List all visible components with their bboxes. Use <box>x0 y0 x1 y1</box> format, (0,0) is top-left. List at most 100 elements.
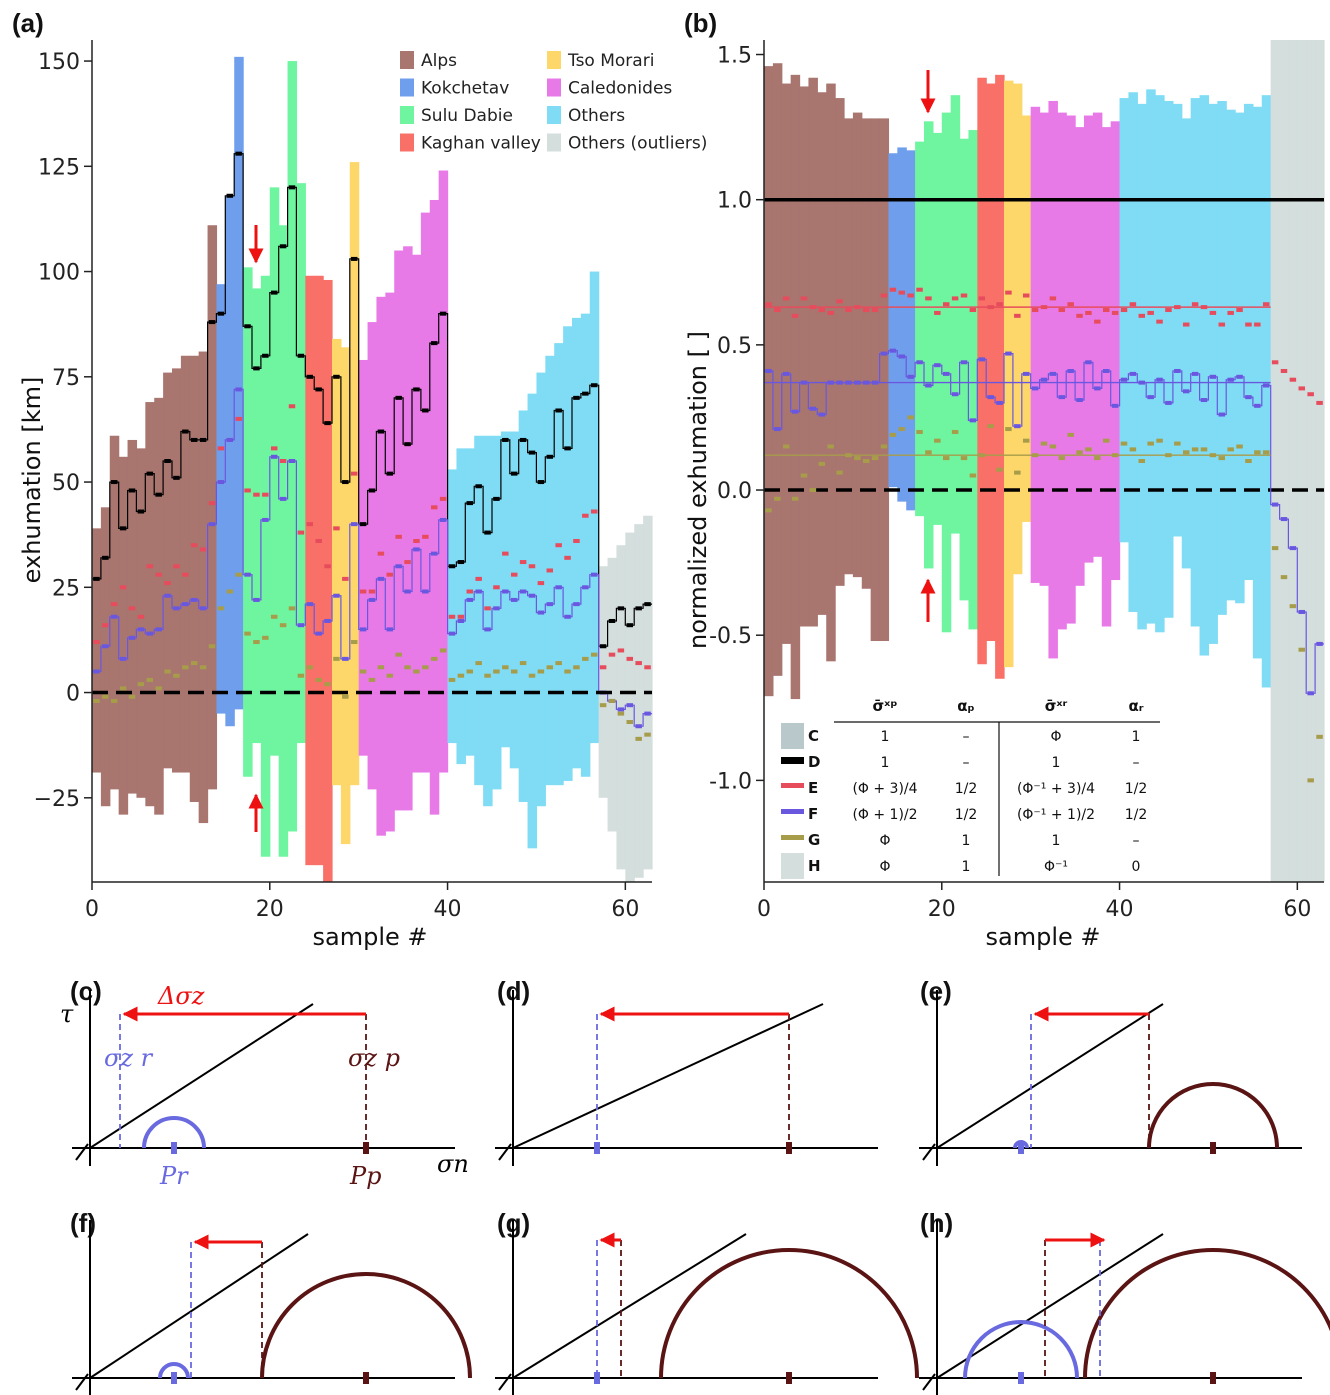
series-G-point <box>110 698 118 703</box>
series-E-point <box>765 302 772 307</box>
series-E-point <box>1316 400 1323 405</box>
series-E-point <box>1174 305 1181 310</box>
series-G-point <box>93 698 100 703</box>
series-F-point <box>871 380 879 385</box>
series-G-point <box>1191 447 1199 452</box>
series-G-point <box>765 508 772 513</box>
series-F-point <box>1165 400 1172 405</box>
series-G-point <box>146 677 154 682</box>
bar-others-outliers- <box>634 524 644 878</box>
table-cell: 0 <box>1132 859 1141 875</box>
series-F-point <box>448 631 456 636</box>
legend-label: Alps <box>421 51 457 71</box>
series-E-point <box>546 568 554 573</box>
bar-others <box>1172 103 1183 537</box>
bar-caledonides <box>1039 112 1050 586</box>
bar-kokchetav <box>234 56 244 710</box>
bar-kokchetav <box>888 153 898 488</box>
bar-others <box>483 435 493 807</box>
series-F-point <box>1280 517 1288 522</box>
series-F-point <box>262 517 269 522</box>
series-F-point <box>1236 374 1243 379</box>
series-E-point <box>1031 308 1039 313</box>
series-D-point <box>190 437 198 442</box>
series-G-point <box>1227 447 1234 452</box>
y-tick-label: 0.5 <box>717 334 752 359</box>
series-E-point <box>916 287 923 292</box>
bar-others <box>1190 98 1201 627</box>
bar-alps <box>92 528 102 773</box>
series-D-point <box>306 374 314 379</box>
series-F-point <box>1067 368 1074 373</box>
series-D-point <box>182 429 189 434</box>
table-row-id: C <box>808 727 819 745</box>
table-cell: – <box>1133 755 1140 771</box>
panel-b-series <box>764 197 1324 783</box>
failure-envelope <box>89 1003 314 1149</box>
pressure-marker <box>786 1372 792 1384</box>
panel-b-bars <box>764 40 1325 882</box>
series-F-point <box>342 656 349 661</box>
series-G-point <box>510 669 518 674</box>
y-tick-label: 0.0 <box>717 479 752 504</box>
series-F-point <box>862 380 870 385</box>
legend-label: Tso Morari <box>567 51 654 71</box>
bar-others <box>447 469 458 744</box>
series-E-point <box>377 551 385 556</box>
series-G-point <box>1236 444 1243 449</box>
series-G-point <box>845 453 852 458</box>
bar-kaghan-valley <box>977 77 987 665</box>
series-E-point <box>1156 319 1163 324</box>
bar-caledonides <box>412 254 422 773</box>
series-E-point <box>430 505 438 510</box>
series-E-point <box>386 572 394 577</box>
series-E-point <box>1067 302 1074 307</box>
legend-swatch <box>400 51 414 69</box>
series-G-point <box>925 450 932 455</box>
series-E-point <box>880 293 888 298</box>
legend-swatch <box>547 133 561 152</box>
series-D-point <box>386 471 394 476</box>
series-F-point <box>854 380 861 385</box>
series-D-point <box>244 324 251 329</box>
bar-alps <box>163 372 173 769</box>
bar-caledonides <box>394 250 404 811</box>
series-D-point <box>537 480 545 485</box>
series-D-point <box>599 644 607 649</box>
series-E-point <box>1209 310 1217 315</box>
series-G-point <box>226 589 234 594</box>
series-F-point <box>1209 374 1217 379</box>
bar-sulu-dabie <box>252 288 262 744</box>
series-E-point <box>342 576 349 581</box>
series-E-point <box>315 538 322 543</box>
series-G-point <box>493 669 500 674</box>
bar-others <box>589 271 600 744</box>
series-E-point <box>1120 308 1128 313</box>
series-F-point <box>439 517 447 522</box>
series-G-point <box>1271 546 1279 551</box>
table-cell: (Φ + 3)/4 <box>852 781 917 797</box>
table-swatch <box>781 757 804 764</box>
mohr-panel-e: (e) <box>919 976 1302 1166</box>
bar-kokchetav <box>906 150 916 511</box>
series-E-point <box>800 296 808 301</box>
table-row-id: E <box>808 779 818 797</box>
bar-others <box>456 448 466 765</box>
series-F-point <box>626 703 634 708</box>
series-F-point <box>235 387 242 392</box>
series-F-point <box>119 656 127 661</box>
series-D-point <box>466 501 474 506</box>
series-D-point <box>235 151 242 156</box>
table-cell: – <box>963 755 970 771</box>
series-F-point <box>368 597 376 602</box>
pressure-circle <box>1147 1082 1279 1149</box>
legend-label: Kaghan valley <box>421 134 541 154</box>
series-E-point <box>1254 322 1261 327</box>
bar-alps <box>817 92 827 615</box>
series-G-point <box>395 652 402 657</box>
legend-label: Others (outliers) <box>568 134 707 154</box>
series-F-point <box>1191 371 1199 376</box>
table-cell: (Φ⁻¹ + 1)/2 <box>1017 807 1095 823</box>
table-cell: Φ⁻¹ <box>1044 859 1068 875</box>
relaxed-circle <box>158 1362 190 1379</box>
